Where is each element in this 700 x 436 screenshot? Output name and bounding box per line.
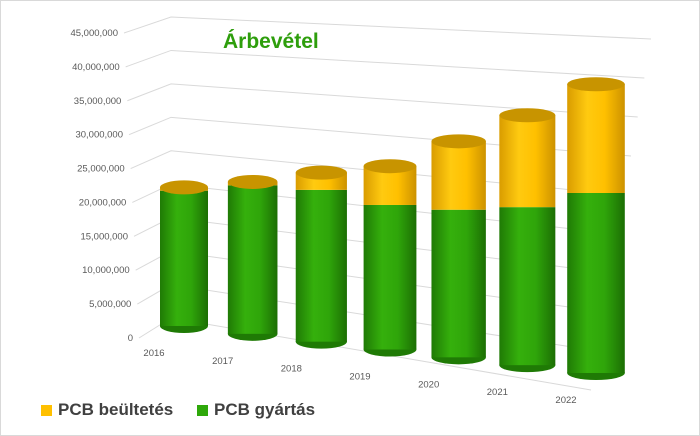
bar-segment-pcb-gyartas bbox=[295, 189, 347, 342]
bar-top bbox=[227, 174, 278, 189]
y-tick-label: 10,000,000 bbox=[82, 265, 130, 276]
gridline bbox=[128, 116, 632, 157]
bar-top bbox=[363, 159, 417, 174]
legend-label: PCB gyártás bbox=[214, 400, 316, 419]
bar-segment-pcb-gyartas bbox=[431, 209, 486, 358]
bar-segment-pcb-beultetes bbox=[431, 141, 486, 210]
bar-segment-pcb-gyartas bbox=[160, 190, 208, 326]
gridline bbox=[125, 49, 645, 79]
bar-group-2019 bbox=[363, 159, 417, 357]
chart-title: Árbevétel bbox=[223, 30, 319, 53]
y-tick-label: 45,000,000 bbox=[70, 28, 118, 39]
bar-segment-pcb-gyartas bbox=[499, 207, 556, 366]
legend-label: PCB beültetés bbox=[58, 400, 174, 419]
bar-top bbox=[431, 134, 486, 149]
legend-swatch bbox=[41, 404, 52, 416]
bar-group-2022 bbox=[567, 77, 625, 380]
bar-segment-pcb-gyartas bbox=[227, 185, 278, 334]
y-tick-label: 0 bbox=[128, 333, 133, 344]
bar-top bbox=[567, 77, 625, 92]
x-tick-label: 2022 bbox=[555, 395, 576, 406]
bar-group-2016 bbox=[160, 180, 208, 333]
legend-item-pcb-beultetes: PCB beültetés bbox=[41, 400, 173, 420]
bar-segment-pcb-gyartas bbox=[567, 193, 625, 373]
legend-swatch bbox=[197, 404, 208, 416]
bar-group-2018 bbox=[295, 165, 347, 349]
y-tick-label: 35,000,000 bbox=[74, 96, 122, 107]
bar-top bbox=[160, 180, 208, 195]
bar-group-2021 bbox=[499, 108, 556, 373]
bar-group-2020 bbox=[431, 134, 486, 365]
gridline bbox=[127, 83, 638, 118]
bar-top bbox=[499, 108, 556, 123]
y-tick-label: 5,000,000 bbox=[89, 299, 131, 310]
bar-group-2017 bbox=[227, 174, 278, 341]
bar-segment-pcb-gyartas bbox=[363, 204, 417, 350]
y-tick-label: 20,000,000 bbox=[79, 197, 127, 208]
x-tick-label: 2020 bbox=[418, 379, 439, 390]
y-tick-label: 15,000,000 bbox=[80, 231, 128, 242]
bar-segment-pcb-beultetes bbox=[499, 115, 556, 208]
legend-item-pcb-gyartas: PCB gyártás bbox=[197, 400, 315, 420]
x-tick-label: 2017 bbox=[212, 356, 233, 367]
y-tick-label: 25,000,000 bbox=[77, 164, 125, 175]
x-tick-label: 2019 bbox=[349, 372, 370, 383]
y-tick-label: 30,000,000 bbox=[75, 130, 123, 141]
x-tick-label: 2018 bbox=[281, 364, 302, 375]
bar-segment-pcb-beultetes bbox=[567, 84, 625, 193]
y-tick-label: 40,000,000 bbox=[72, 62, 120, 73]
x-tick-label: 2016 bbox=[143, 348, 164, 359]
x-tick-label: 2021 bbox=[487, 387, 508, 398]
bar-top bbox=[295, 165, 347, 180]
gridline bbox=[123, 16, 652, 40]
